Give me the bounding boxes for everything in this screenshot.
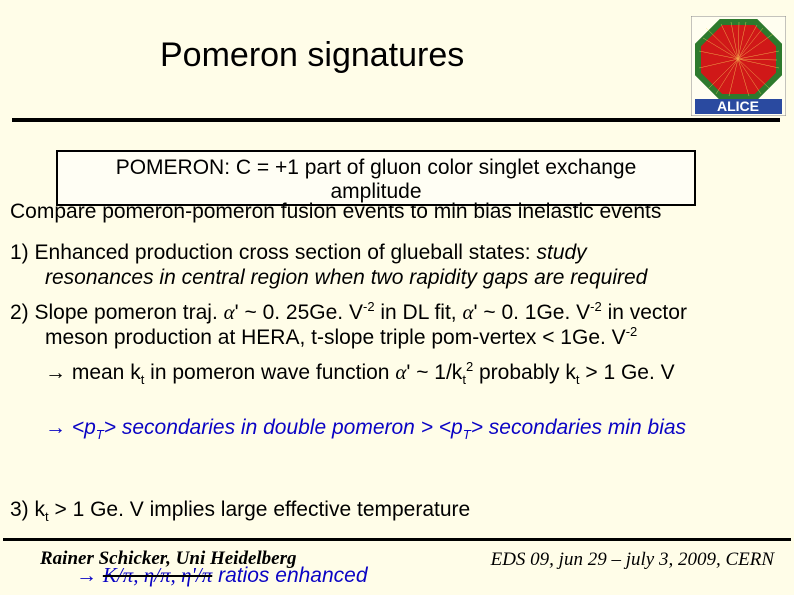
p4b: > secondaries in double pomeron > <p — [104, 416, 463, 439]
point-1-text: 1) Enhanced production cross section of … — [10, 241, 536, 264]
alpha-1: α — [224, 300, 235, 324]
p2b: ' ~ 0. 25Ge. V — [235, 301, 363, 324]
p3c: ' ~ 1/k — [406, 361, 462, 384]
p3d: probably k — [473, 361, 576, 384]
footer-conference: EDS 09, jun 29 – july 3, 2009, CERN — [491, 549, 774, 571]
alpha-3: α — [395, 360, 406, 384]
point-2: 2) Slope pomeron traj. α' ~ 0. 25Ge. V-2… — [10, 300, 784, 350]
footer-author: Rainer Schicker, Uni Heidelberg — [40, 548, 297, 570]
p3subt2: t — [462, 372, 466, 387]
p2d: ' ~ 0. 1Ge. V — [474, 301, 591, 324]
point-1-italic-b: resonances in central region when two ra… — [10, 265, 647, 290]
p3e: > 1 Ge. V — [580, 361, 675, 384]
point-2-arrow-kt: → mean k t in pomeron wave function α' ~ … — [10, 360, 784, 385]
p2a: 2) Slope pomeron traj. — [10, 301, 224, 324]
compare-line: Compare pomeron-pomeron fusion events to… — [10, 200, 661, 224]
p4a: → <p — [45, 416, 96, 439]
pomeron-box-line1: POMERON: C = +1 part of gluon color sing… — [116, 156, 637, 179]
point-2-arrow-pt: → <pT> secondaries in double pomeron > <… — [10, 415, 784, 440]
p4c: > secondaries min bias — [471, 416, 686, 439]
p5a: 3) k — [10, 498, 45, 521]
p2sup2: -2 — [590, 299, 602, 314]
svg-text:ALICE: ALICE — [717, 98, 759, 114]
p4subT1: T — [96, 427, 104, 442]
footer-divider — [3, 538, 791, 541]
p2line2: meson production at HERA, t-slope triple… — [10, 325, 637, 350]
p2e: in vector — [602, 301, 687, 324]
p2sup3: -2 — [626, 324, 638, 339]
point-3: 3) kt > 1 Ge. V implies large effective … — [10, 497, 784, 522]
alpha-2: α — [462, 300, 473, 324]
p3b: in pomeron wave function — [144, 361, 395, 384]
p2c: in DL fit, — [375, 301, 463, 324]
p2sup1: -2 — [363, 299, 375, 314]
p4subT2: T — [463, 427, 471, 442]
p3a: → mean k — [45, 361, 141, 384]
alice-logo: ALICE — [691, 16, 786, 116]
p5b: > 1 Ge. V implies large effective temper… — [49, 498, 471, 521]
page-title: Pomeron signatures — [160, 36, 464, 75]
pomeron-definition-box: POMERON: C = +1 part of gluon color sing… — [56, 150, 696, 206]
point-1: 1) Enhanced production cross section of … — [10, 240, 784, 290]
p2f: meson production at HERA, t-slope triple… — [45, 326, 626, 349]
point-1-italic-a: study — [536, 241, 586, 264]
title-divider — [12, 118, 780, 122]
